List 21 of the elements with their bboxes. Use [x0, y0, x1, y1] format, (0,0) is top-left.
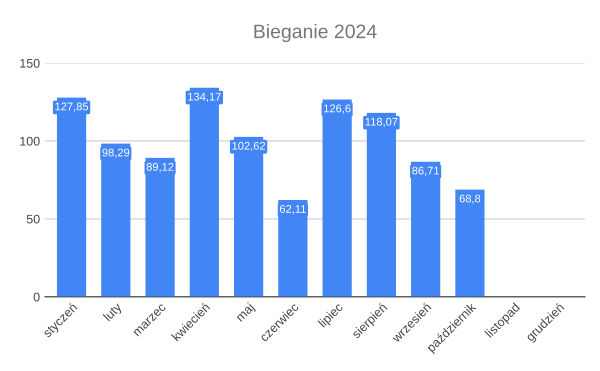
x-tick-label: luty — [102, 302, 124, 324]
data-label: 89,12 — [146, 162, 174, 172]
chart-title: Bieganie 2024 — [254, 24, 377, 42]
y-tick-label: 50 — [26, 214, 40, 224]
data-label: 134,17 — [188, 92, 221, 102]
data-label: 68,8 — [460, 194, 480, 204]
x-tick-label: maj — [234, 302, 256, 324]
bar — [101, 144, 130, 297]
data-label: 98,29 — [102, 148, 130, 158]
y-tick-label: 150 — [20, 58, 40, 68]
bar — [455, 190, 485, 297]
data-label: 126,6 — [324, 104, 351, 114]
bar — [322, 100, 352, 297]
data-label: 62,11 — [280, 204, 306, 214]
data-label: 86,71 — [412, 166, 440, 176]
bar — [411, 162, 440, 297]
y-tick-label: 100 — [20, 136, 40, 146]
y-tick-label: 0 — [34, 292, 40, 302]
data-label: 102,62 — [232, 142, 266, 152]
data-label: 118,07 — [366, 118, 398, 127]
data-label: 127,85 — [55, 102, 88, 112]
